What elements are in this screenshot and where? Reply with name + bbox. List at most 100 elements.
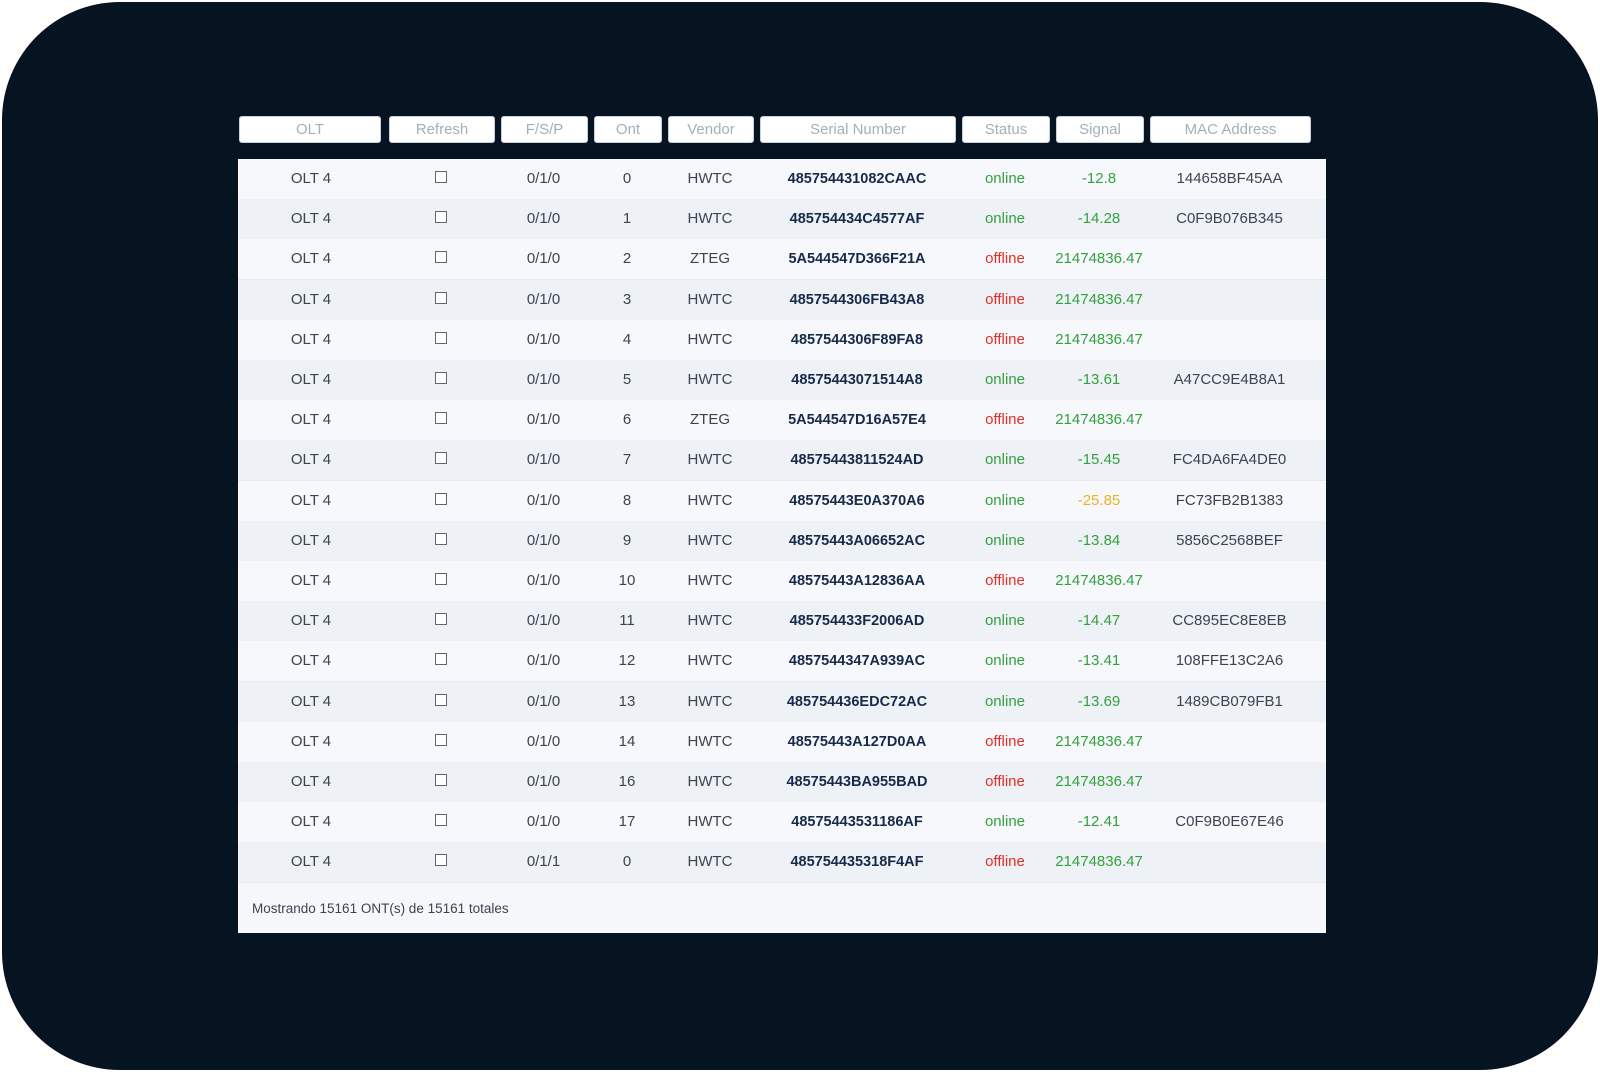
- vendor-filter-input[interactable]: [668, 116, 754, 143]
- ont-filter-input[interactable]: [594, 116, 662, 143]
- olt-cell: OLT 4: [290, 371, 332, 388]
- refresh-checkbox[interactable]: [435, 372, 447, 385]
- serial-number-cell: 48575443531186AF: [791, 814, 923, 831]
- table-row[interactable]: OLT 4 0/1/0 7 HWTC 48575443811524AD online -15…: [238, 440, 1326, 482]
- table-row[interactable]: OLT 4 0/1/0 2 ZTEG 5A544547D366F21A offline 21…: [238, 239, 1326, 281]
- signal-cell: -14.28: [1077, 210, 1121, 228]
- olt-cell: OLT 4: [290, 652, 332, 670]
- table-row[interactable]: OLT 4 0/1/0 5 HWTC 48575443071514A8 online -13…: [238, 360, 1326, 401]
- serial-number-cell: 5A544547D366F21A: [788, 251, 926, 268]
- serial-number-filter-input[interactable]: [760, 116, 956, 143]
- table-row[interactable]: OLT 4 0/1/0 16 HWTC 48575443BA955BAD offline 2…: [238, 762, 1326, 803]
- signal-cell: 21474836.47: [1055, 290, 1143, 308]
- table-row[interactable]: OLT 4 0/1/0 12 HWTC 4857544347A939AC online -1…: [238, 641, 1326, 683]
- refresh-cell: [388, 521, 494, 561]
- signal-cell: -13.61: [1077, 371, 1121, 388]
- mac-address-cell: C0F9B076B345: [1176, 210, 1283, 228]
- olt-cell: OLT 4: [290, 330, 332, 348]
- olt-filter-input[interactable]: [239, 116, 381, 143]
- refresh-checkbox[interactable]: [435, 532, 447, 545]
- ont-cell: 13: [618, 692, 636, 710]
- status-cell: online: [984, 170, 1026, 187]
- table-row[interactable]: OLT 4 0/1/0 6 ZTEG 5A544547D16A57E4 offline 21…: [238, 400, 1326, 442]
- mac-address-cell: 5856C2568BEF: [1176, 531, 1283, 549]
- fsp-cell: 0/1/0: [526, 330, 561, 348]
- status-cell: online: [984, 612, 1026, 630]
- table-row[interactable]: OLT 4 0/1/0 4 HWTC 4857544306F89FA8 offline 21…: [238, 319, 1326, 361]
- table-row[interactable]: OLT 4 0/1/1 0 HWTC 485754435318F4AF offline 21…: [238, 842, 1326, 884]
- refresh-checkbox[interactable]: [435, 693, 447, 706]
- refresh-checkbox[interactable]: [435, 653, 447, 666]
- mac-address-cell: 1489CB079FB1: [1176, 692, 1283, 710]
- fsp-cell: 0/1/0: [526, 250, 561, 268]
- ont-cell: 14: [618, 732, 636, 750]
- refresh-checkbox[interactable]: [435, 211, 447, 224]
- status-filter-input[interactable]: [962, 116, 1050, 143]
- refresh-filter-input[interactable]: [389, 116, 495, 143]
- refresh-checkbox[interactable]: [435, 171, 447, 184]
- refresh-checkbox[interactable]: [435, 331, 447, 344]
- refresh-checkbox[interactable]: [435, 452, 447, 465]
- olt-cell: OLT 4: [290, 531, 332, 549]
- vendor-cell: HWTC: [687, 652, 733, 670]
- table-row[interactable]: OLT 4 0/1/0 10 HWTC 48575443A12836AA offline 2…: [238, 561, 1326, 602]
- refresh-cell: [388, 159, 494, 199]
- table-row[interactable]: OLT 4 0/1/0 0 HWTC 485754431082CAAC online -12…: [238, 159, 1326, 200]
- ont-cell: 5: [622, 371, 632, 388]
- refresh-cell: [388, 561, 494, 601]
- fsp-cell: 0/1/0: [526, 572, 561, 589]
- table-row[interactable]: OLT 4 0/1/0 11 HWTC 485754433F2006AD online -1…: [238, 601, 1326, 643]
- signal-cell: -13.41: [1077, 652, 1121, 670]
- status-cell: online: [984, 531, 1026, 549]
- vendor-cell: HWTC: [687, 813, 733, 831]
- refresh-checkbox[interactable]: [435, 412, 447, 425]
- olt-cell: OLT 4: [290, 773, 332, 790]
- refresh-checkbox[interactable]: [435, 291, 447, 304]
- refresh-cell: [388, 682, 494, 722]
- refresh-checkbox[interactable]: [435, 251, 447, 264]
- refresh-checkbox[interactable]: [435, 774, 447, 787]
- fsp-cell: 0/1/0: [526, 813, 561, 831]
- signal-filter-input[interactable]: [1056, 116, 1144, 143]
- serial-number-cell: 485754431082CAAC: [787, 171, 927, 187]
- table-row[interactable]: OLT 4 0/1/0 14 HWTC 48575443A127D0AA offline 2…: [238, 721, 1326, 763]
- refresh-cell: [388, 360, 494, 400]
- refresh-checkbox[interactable]: [435, 733, 447, 746]
- mac-address-cell: A47CC9E4B8A1: [1173, 371, 1286, 388]
- mac-address-cell: [1149, 239, 1310, 279]
- signal-cell: 21474836.47: [1055, 773, 1143, 790]
- refresh-checkbox[interactable]: [435, 854, 447, 867]
- status-cell: online: [984, 692, 1026, 710]
- status-cell: offline: [985, 250, 1025, 268]
- vendor-cell: HWTC: [687, 451, 733, 469]
- fsp-filter-input[interactable]: [501, 116, 588, 143]
- refresh-checkbox[interactable]: [435, 573, 447, 586]
- signal-cell: 21474836.47: [1055, 853, 1143, 871]
- table-row[interactable]: OLT 4 0/1/0 9 HWTC 48575443A06652AC online -13…: [238, 520, 1326, 562]
- table-row[interactable]: OLT 4 0/1/0 17 HWTC 48575443531186AF online -1…: [238, 802, 1326, 844]
- refresh-cell: [388, 320, 494, 360]
- vendor-cell: HWTC: [687, 732, 733, 750]
- signal-cell: 21474836.47: [1055, 411, 1143, 429]
- olt-cell: OLT 4: [290, 853, 332, 871]
- mac-address-cell: FC73FB2B1383: [1175, 491, 1284, 509]
- status-cell: offline: [985, 732, 1025, 750]
- table-row[interactable]: OLT 4 0/1/0 1 HWTC 485754434C4577AF online -14…: [238, 199, 1326, 241]
- olt-cell: OLT 4: [290, 451, 332, 469]
- table-row[interactable]: OLT 4 0/1/0 8 HWTC 48575443E0A370A6 online -25…: [238, 480, 1326, 522]
- mac-address-filter-input[interactable]: [1150, 116, 1311, 143]
- olt-cell: OLT 4: [290, 170, 332, 187]
- refresh-checkbox[interactable]: [435, 492, 447, 505]
- serial-number-cell: 48575443A06652AC: [788, 532, 926, 549]
- serial-number-cell: 5A544547D16A57E4: [788, 412, 926, 429]
- mac-address-cell: [1149, 842, 1310, 882]
- refresh-checkbox[interactable]: [435, 814, 447, 827]
- vendor-cell: HWTC: [687, 210, 733, 228]
- table-row[interactable]: OLT 4 0/1/0 13 HWTC 485754436EDC72AC online -1…: [238, 681, 1326, 723]
- signal-cell: 21474836.47: [1055, 250, 1143, 268]
- refresh-checkbox[interactable]: [435, 613, 447, 626]
- signal-cell: 21474836.47: [1055, 572, 1143, 589]
- table-row[interactable]: OLT 4 0/1/0 3 HWTC 4857544306FB43A8 offline 21…: [238, 279, 1326, 321]
- status-cell: offline: [985, 290, 1025, 308]
- refresh-cell: [388, 440, 494, 480]
